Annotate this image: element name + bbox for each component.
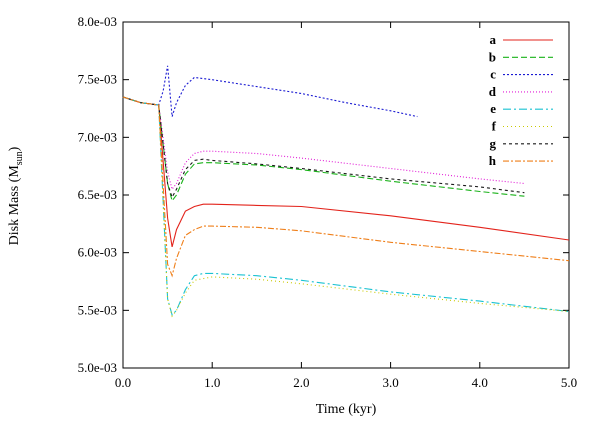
- x-axis-label: Time (kyr): [316, 402, 377, 417]
- series-line-c: [122, 65, 418, 118]
- y-tick-label: 5.5e-03: [78, 302, 117, 317]
- y-tick-label: 5.0e-03: [78, 360, 117, 375]
- series-line-d: [122, 96, 525, 191]
- x-tick-label: 1.0: [204, 375, 220, 390]
- plot-frame: [122, 21, 570, 369]
- y-axis-label-close: ): [7, 146, 22, 151]
- x-tick-label: 3.0: [382, 375, 398, 390]
- y-axis-label: Disk Mass (Msun): [7, 146, 25, 245]
- y-tick-label: 7.5e-03: [78, 72, 117, 87]
- y-tick-label: 8.0e-03: [78, 14, 117, 29]
- legend-label-c: c: [490, 67, 496, 82]
- legend-label-g: g: [490, 136, 497, 151]
- y-axis-label-main: Disk Mass (M: [7, 165, 22, 246]
- legend-label-d: d: [489, 84, 497, 99]
- legend-label-e: e: [490, 101, 496, 116]
- x-tick-label: 2.0: [293, 375, 309, 390]
- y-axis-label-sub: sun: [14, 151, 25, 165]
- axis-ticks: 0.0 1.0 2.0 3.0 4.0 5.0 5.0e-03 5.5e-03 6.0e-03 6…: [78, 14, 577, 390]
- legend-label-h: h: [489, 153, 497, 168]
- x-tick-label: 5.0: [561, 375, 577, 390]
- series-line-g: [122, 96, 525, 199]
- x-tick-label: 4.0: [472, 375, 488, 390]
- series-group: [122, 65, 570, 318]
- y-tick-label: 6.5e-03: [78, 187, 117, 202]
- legend-label-b: b: [489, 49, 496, 64]
- legend-label-a: a: [490, 32, 497, 47]
- series-line-h: [122, 96, 570, 278]
- y-tick-label: 6.0e-03: [78, 245, 117, 260]
- series-line-e: [122, 96, 570, 316]
- series-line-a: [122, 96, 570, 248]
- x-tick-label: 0.0: [115, 375, 131, 390]
- legend-label-f: f: [492, 119, 497, 134]
- y-tick-label: 7.0e-03: [78, 129, 117, 144]
